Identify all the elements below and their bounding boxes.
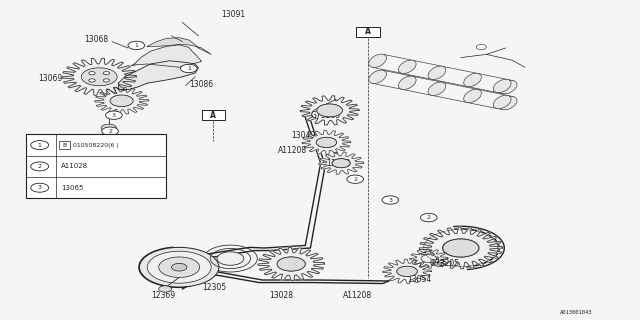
Circle shape [31, 140, 49, 149]
Ellipse shape [399, 76, 416, 90]
FancyBboxPatch shape [356, 27, 380, 37]
Text: 1: 1 [187, 66, 191, 71]
Text: 13073: 13073 [326, 159, 351, 168]
Text: 13091: 13091 [221, 10, 245, 19]
Text: 13065: 13065 [61, 185, 83, 191]
Polygon shape [410, 249, 448, 268]
Ellipse shape [499, 97, 517, 110]
Circle shape [31, 183, 49, 192]
Text: 1: 1 [38, 143, 42, 148]
Circle shape [397, 266, 417, 276]
Ellipse shape [464, 73, 481, 87]
Text: 2: 2 [353, 177, 357, 182]
Text: 1: 1 [134, 43, 138, 48]
Circle shape [101, 124, 116, 132]
Text: 2: 2 [108, 129, 112, 134]
Text: 2: 2 [38, 164, 42, 169]
Polygon shape [147, 38, 211, 54]
Text: 12305: 12305 [202, 284, 227, 292]
Ellipse shape [369, 54, 387, 68]
Ellipse shape [428, 82, 446, 95]
FancyBboxPatch shape [202, 110, 225, 120]
Text: A11208: A11208 [278, 146, 308, 155]
Polygon shape [302, 130, 351, 155]
Circle shape [31, 162, 49, 171]
Circle shape [316, 137, 337, 148]
Circle shape [420, 213, 437, 222]
Circle shape [110, 95, 133, 107]
Ellipse shape [399, 60, 416, 74]
Text: 13049: 13049 [291, 132, 316, 140]
Polygon shape [95, 87, 148, 114]
Ellipse shape [499, 81, 517, 94]
Circle shape [89, 79, 95, 82]
Circle shape [476, 44, 486, 50]
Circle shape [159, 257, 200, 277]
Circle shape [277, 257, 305, 271]
Circle shape [316, 137, 337, 148]
Circle shape [106, 111, 122, 119]
Circle shape [317, 104, 342, 117]
Text: 13069: 13069 [38, 74, 63, 83]
Circle shape [128, 41, 145, 50]
Text: 3: 3 [388, 197, 392, 203]
Text: A013001043: A013001043 [559, 309, 592, 315]
Text: B: B [63, 143, 67, 148]
Text: 13054: 13054 [407, 276, 431, 284]
Text: 13086: 13086 [189, 80, 213, 89]
Polygon shape [118, 61, 198, 90]
Circle shape [442, 239, 479, 257]
Polygon shape [258, 247, 324, 281]
Text: 13028: 13028 [269, 292, 294, 300]
FancyBboxPatch shape [26, 134, 166, 198]
Polygon shape [62, 58, 136, 95]
Circle shape [332, 159, 350, 168]
Text: 13068: 13068 [84, 36, 109, 44]
Circle shape [102, 127, 118, 135]
Polygon shape [131, 45, 202, 67]
Polygon shape [383, 259, 431, 284]
Circle shape [317, 104, 342, 117]
Text: 010508220(6 ): 010508220(6 ) [73, 143, 118, 148]
Circle shape [147, 251, 211, 283]
Text: 3: 3 [112, 113, 116, 118]
Circle shape [81, 68, 117, 86]
Circle shape [103, 79, 109, 82]
Text: A11028: A11028 [61, 164, 88, 169]
Polygon shape [319, 152, 364, 174]
Ellipse shape [464, 89, 481, 103]
Circle shape [140, 247, 219, 287]
FancyBboxPatch shape [59, 141, 70, 149]
Ellipse shape [369, 70, 387, 84]
Circle shape [89, 72, 95, 75]
Circle shape [332, 159, 350, 168]
Text: 12369: 12369 [151, 292, 175, 300]
Circle shape [443, 239, 479, 257]
Circle shape [397, 266, 417, 276]
Polygon shape [419, 227, 502, 269]
Circle shape [382, 196, 399, 204]
Circle shape [277, 257, 305, 271]
Circle shape [180, 64, 197, 73]
Circle shape [83, 69, 115, 85]
Text: G73205: G73205 [429, 260, 460, 268]
Ellipse shape [493, 79, 511, 93]
Circle shape [347, 175, 364, 183]
Text: 2: 2 [427, 215, 431, 220]
Circle shape [159, 286, 172, 292]
Circle shape [110, 95, 133, 107]
Circle shape [172, 263, 187, 271]
Text: A: A [365, 28, 371, 36]
Text: 3: 3 [38, 185, 42, 190]
Circle shape [421, 255, 436, 262]
Ellipse shape [428, 66, 446, 79]
Ellipse shape [493, 95, 511, 109]
Text: A: A [210, 111, 216, 120]
Polygon shape [300, 96, 359, 125]
Text: A11208: A11208 [342, 292, 372, 300]
Circle shape [103, 72, 109, 75]
Text: G73205: G73205 [310, 111, 340, 120]
Circle shape [217, 252, 244, 265]
